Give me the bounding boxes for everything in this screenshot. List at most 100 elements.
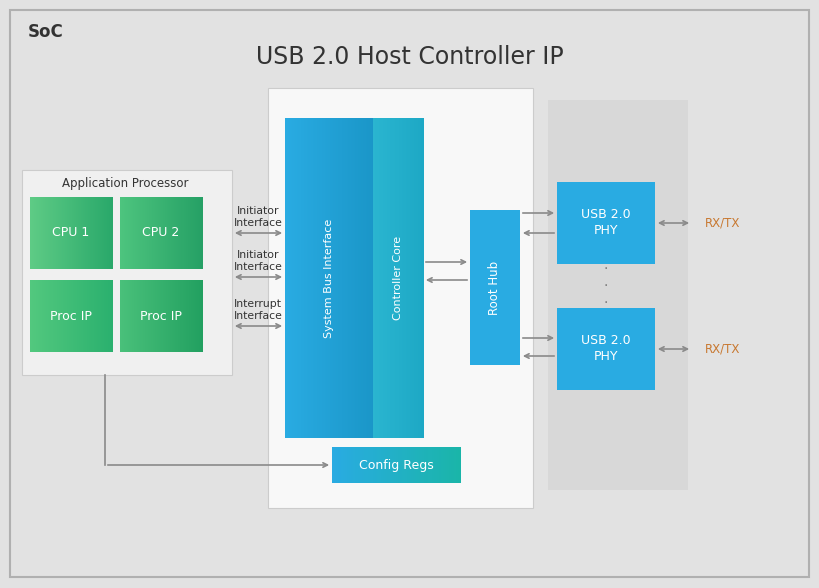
Bar bbox=[188, 280, 189, 352]
Bar bbox=[370, 447, 373, 483]
Bar bbox=[104, 280, 106, 352]
Bar bbox=[39, 280, 41, 352]
Bar bbox=[409, 118, 410, 438]
Bar bbox=[469, 210, 519, 365]
Bar bbox=[84, 280, 86, 352]
Bar bbox=[79, 280, 81, 352]
Bar bbox=[158, 197, 160, 269]
Bar bbox=[395, 118, 397, 438]
Bar bbox=[74, 280, 76, 352]
Bar bbox=[197, 280, 200, 352]
Bar bbox=[132, 280, 134, 352]
Bar bbox=[143, 280, 144, 352]
Bar bbox=[56, 197, 57, 269]
Bar bbox=[135, 197, 138, 269]
Bar bbox=[52, 280, 55, 352]
Bar bbox=[37, 197, 39, 269]
Bar bbox=[180, 197, 183, 269]
Bar bbox=[361, 447, 364, 483]
Bar bbox=[313, 118, 315, 438]
Bar bbox=[364, 447, 367, 483]
Bar bbox=[86, 197, 88, 269]
Bar bbox=[453, 447, 456, 483]
Bar bbox=[78, 280, 80, 352]
Bar bbox=[148, 197, 151, 269]
Bar bbox=[402, 447, 405, 483]
Bar bbox=[169, 280, 171, 352]
Bar bbox=[156, 197, 158, 269]
Bar bbox=[326, 118, 328, 438]
Bar bbox=[362, 118, 364, 438]
Bar bbox=[421, 447, 424, 483]
Bar bbox=[330, 118, 333, 438]
Bar bbox=[384, 118, 386, 438]
Bar bbox=[121, 197, 123, 269]
Bar bbox=[80, 280, 82, 352]
Bar bbox=[61, 280, 63, 352]
Bar bbox=[188, 280, 191, 352]
Bar bbox=[82, 280, 84, 352]
Bar bbox=[108, 197, 110, 269]
Bar bbox=[144, 197, 147, 269]
Bar bbox=[156, 197, 159, 269]
Bar bbox=[55, 280, 57, 352]
Bar bbox=[92, 197, 93, 269]
Bar bbox=[35, 197, 37, 269]
Bar bbox=[129, 280, 131, 352]
Bar bbox=[358, 118, 360, 438]
Bar bbox=[63, 280, 65, 352]
Bar bbox=[40, 197, 43, 269]
Bar bbox=[104, 197, 106, 269]
Bar bbox=[199, 197, 201, 269]
Bar bbox=[410, 118, 411, 438]
Bar bbox=[406, 447, 410, 483]
Bar bbox=[408, 118, 410, 438]
Bar bbox=[195, 197, 197, 269]
Bar bbox=[106, 280, 108, 352]
Bar bbox=[421, 118, 423, 438]
Bar bbox=[185, 280, 188, 352]
Bar bbox=[183, 197, 185, 269]
Text: USB 2.0 Host Controller IP: USB 2.0 Host Controller IP bbox=[256, 45, 563, 69]
Bar bbox=[31, 197, 33, 269]
Bar bbox=[134, 280, 136, 352]
Bar bbox=[154, 197, 156, 269]
Bar bbox=[72, 197, 74, 269]
Bar bbox=[175, 197, 177, 269]
Bar bbox=[66, 197, 68, 269]
Bar bbox=[22, 170, 232, 375]
Bar bbox=[41, 197, 43, 269]
Bar bbox=[97, 197, 100, 269]
Bar bbox=[315, 118, 318, 438]
Bar bbox=[84, 197, 86, 269]
Bar bbox=[132, 197, 134, 269]
Bar bbox=[161, 280, 163, 352]
Text: ·
·
·: · · · bbox=[603, 262, 608, 310]
Bar bbox=[378, 118, 380, 438]
Bar bbox=[417, 447, 420, 483]
Bar bbox=[188, 197, 189, 269]
Bar bbox=[356, 118, 359, 438]
Bar bbox=[61, 280, 64, 352]
Bar bbox=[106, 197, 108, 269]
Bar bbox=[342, 118, 344, 438]
Bar bbox=[96, 197, 97, 269]
Bar bbox=[321, 118, 324, 438]
Bar bbox=[101, 280, 102, 352]
Bar bbox=[387, 118, 388, 438]
Bar bbox=[167, 280, 169, 352]
Bar bbox=[44, 197, 47, 269]
Bar bbox=[171, 280, 173, 352]
Bar bbox=[138, 197, 139, 269]
Bar bbox=[340, 447, 343, 483]
Bar bbox=[32, 280, 34, 352]
Bar bbox=[76, 280, 78, 352]
Bar bbox=[442, 447, 446, 483]
Bar bbox=[34, 197, 36, 269]
Bar bbox=[123, 197, 125, 269]
Bar bbox=[98, 197, 101, 269]
Bar bbox=[85, 280, 88, 352]
Bar bbox=[298, 118, 301, 438]
Bar bbox=[556, 308, 654, 390]
Bar bbox=[67, 197, 69, 269]
